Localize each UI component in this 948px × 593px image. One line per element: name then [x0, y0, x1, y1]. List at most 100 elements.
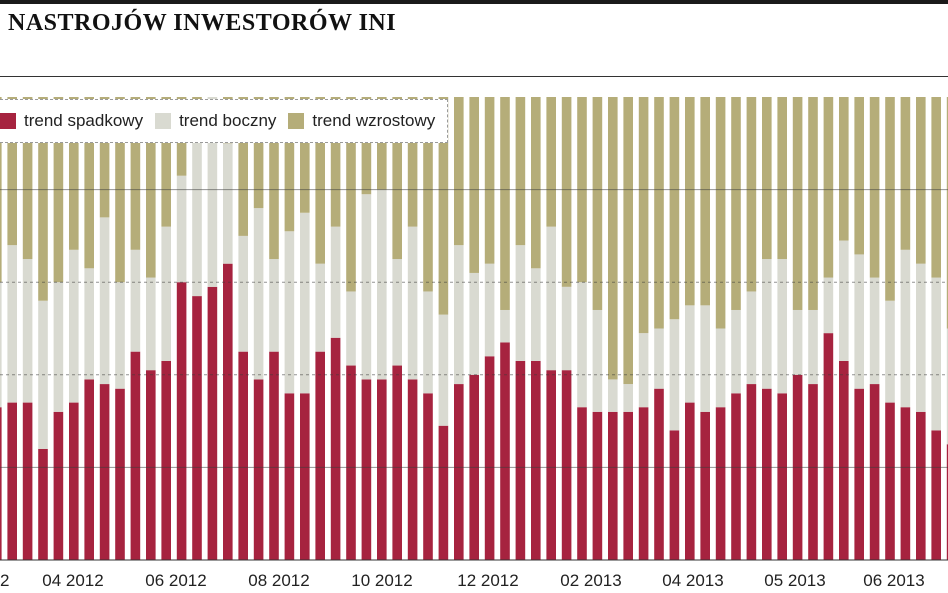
bar-boczny-2: [22, 259, 33, 403]
bar-boczny-22: [330, 226, 341, 338]
bar-spadkowy-51: [777, 393, 787, 560]
bar-spadkowy-27: [407, 379, 418, 560]
bar-boczny-7: [99, 217, 110, 385]
bar-wzrostowy-26: [392, 97, 402, 260]
bar-spadkowy-41: [623, 411, 633, 560]
bar-spadkowy-8: [115, 388, 125, 560]
x-tick-label-8: 05 2013: [764, 571, 825, 590]
x-tick-label-9: 06 2013: [863, 571, 924, 590]
bar-boczny-42: [638, 333, 649, 408]
bar-boczny-9: [130, 249, 141, 352]
bar-boczny-0: [0, 282, 2, 408]
bar-boczny-21: [315, 263, 325, 352]
bar-boczny-62: [946, 328, 948, 445]
bar-wzrostowy-17: [253, 97, 264, 209]
bar-spadkowy-55: [839, 360, 849, 560]
bar-spadkowy-36: [546, 370, 556, 560]
bar-boczny-52: [792, 309, 803, 375]
x-tick-label-2: 06 2012: [145, 571, 206, 590]
bar-wzrostowy-18: [269, 97, 279, 260]
bar-boczny-39: [592, 309, 603, 412]
bar-spadkowy-22: [330, 337, 341, 560]
bar-wzrostowy-35: [531, 97, 541, 269]
bar-boczny-23: [346, 291, 356, 366]
bar-wzrostowy-48: [731, 97, 741, 310]
bar-spadkowy-12: [176, 282, 187, 560]
bar-wzrostowy-21: [315, 97, 325, 264]
bar-boczny-17: [253, 208, 264, 380]
bar-boczny-20: [300, 212, 310, 394]
bar-boczny-59: [900, 249, 911, 408]
bar-spadkowy-62: [946, 444, 948, 560]
bar-spadkowy-13: [192, 296, 202, 560]
bar-spadkowy-6: [84, 379, 94, 560]
bar-wzrostowy-43: [654, 97, 664, 329]
bar-boczny-14: [207, 97, 218, 287]
bar-spadkowy-48: [731, 393, 741, 560]
bar-wzrostowy-30: [454, 97, 464, 246]
bar-spadkowy-54: [823, 333, 834, 560]
bar-boczny-45: [685, 305, 695, 403]
bar-wzrostowy-60: [916, 97, 926, 264]
bar-wzrostowy-32: [484, 97, 495, 264]
bar-boczny-29: [438, 314, 449, 426]
bar-wzrostowy-62: [946, 97, 948, 329]
bar-boczny-36: [546, 226, 556, 371]
bar-boczny-50: [762, 259, 772, 389]
bar-boczny-33: [500, 309, 510, 343]
bar-spadkowy-39: [592, 411, 603, 560]
legend-item-spadkowy: trend spadkowy: [0, 111, 143, 131]
bar-boczny-4: [53, 282, 64, 412]
bar-boczny-6: [84, 268, 94, 380]
bar-spadkowy-46: [700, 411, 710, 560]
x-tick-label-6: 02 2013: [560, 571, 621, 590]
bar-boczny-35: [531, 268, 541, 361]
bar-boczny-32: [484, 263, 495, 357]
bar-spadkowy-24: [361, 379, 372, 560]
bar-wzrostowy-56: [854, 97, 864, 255]
bar-boczny-38: [577, 282, 587, 408]
bar-spadkowy-16: [238, 351, 248, 560]
bar-boczny-18: [269, 259, 279, 352]
legend: trend spadkowy trend boczny trend wzrost…: [0, 99, 448, 143]
bar-spadkowy-9: [130, 351, 141, 560]
bar-wzrostowy-7: [99, 97, 110, 218]
bar-spadkowy-10: [146, 370, 156, 560]
bar-boczny-5: [69, 249, 79, 403]
legend-item-wzrostowy: trend wzrostowy: [288, 111, 435, 131]
bar-wzrostowy-2: [22, 97, 33, 260]
bar-spadkowy-25: [377, 379, 387, 560]
bar-wzrostowy-6: [84, 97, 94, 269]
bar-spadkowy-37: [561, 370, 572, 560]
bar-boczny-48: [731, 309, 741, 394]
bar-wzrostowy-23: [346, 97, 356, 292]
bar-spadkowy-38: [577, 407, 587, 560]
bar-wzrostowy-1: [7, 97, 18, 246]
bar-wzrostowy-22: [330, 97, 341, 227]
bar-spadkowy-5: [69, 402, 79, 560]
bar-spadkowy-11: [161, 360, 171, 560]
bar-spadkowy-15: [223, 263, 233, 560]
bar-spadkowy-56: [854, 388, 864, 560]
bar-wzrostowy-41: [623, 97, 633, 385]
bar-boczny-57: [869, 277, 880, 385]
bar-wzrostowy-58: [885, 97, 895, 301]
bar-spadkowy-35: [531, 360, 541, 560]
x-tick-label-3: 08 2012: [248, 571, 309, 590]
bar-boczny-43: [654, 328, 664, 389]
bar-boczny-56: [854, 254, 864, 389]
bar-boczny-41: [623, 384, 633, 412]
bar-wzrostowy-37: [561, 97, 572, 287]
bar-spadkowy-59: [900, 407, 911, 560]
bar-spadkowy-26: [392, 365, 402, 560]
bar-boczny-51: [777, 259, 787, 394]
bar-wzrostowy-40: [608, 97, 618, 380]
bar-wzrostowy-52: [792, 97, 803, 310]
bar-wzrostowy-57: [869, 97, 880, 278]
bar-boczny-24: [361, 194, 372, 380]
bar-spadkowy-32: [484, 356, 495, 560]
bar-wzrostowy-34: [515, 97, 526, 246]
bar-spadkowy-44: [669, 430, 680, 560]
bar-boczny-30: [454, 245, 464, 385]
x-tick-label-1: 04 2012: [42, 571, 103, 590]
